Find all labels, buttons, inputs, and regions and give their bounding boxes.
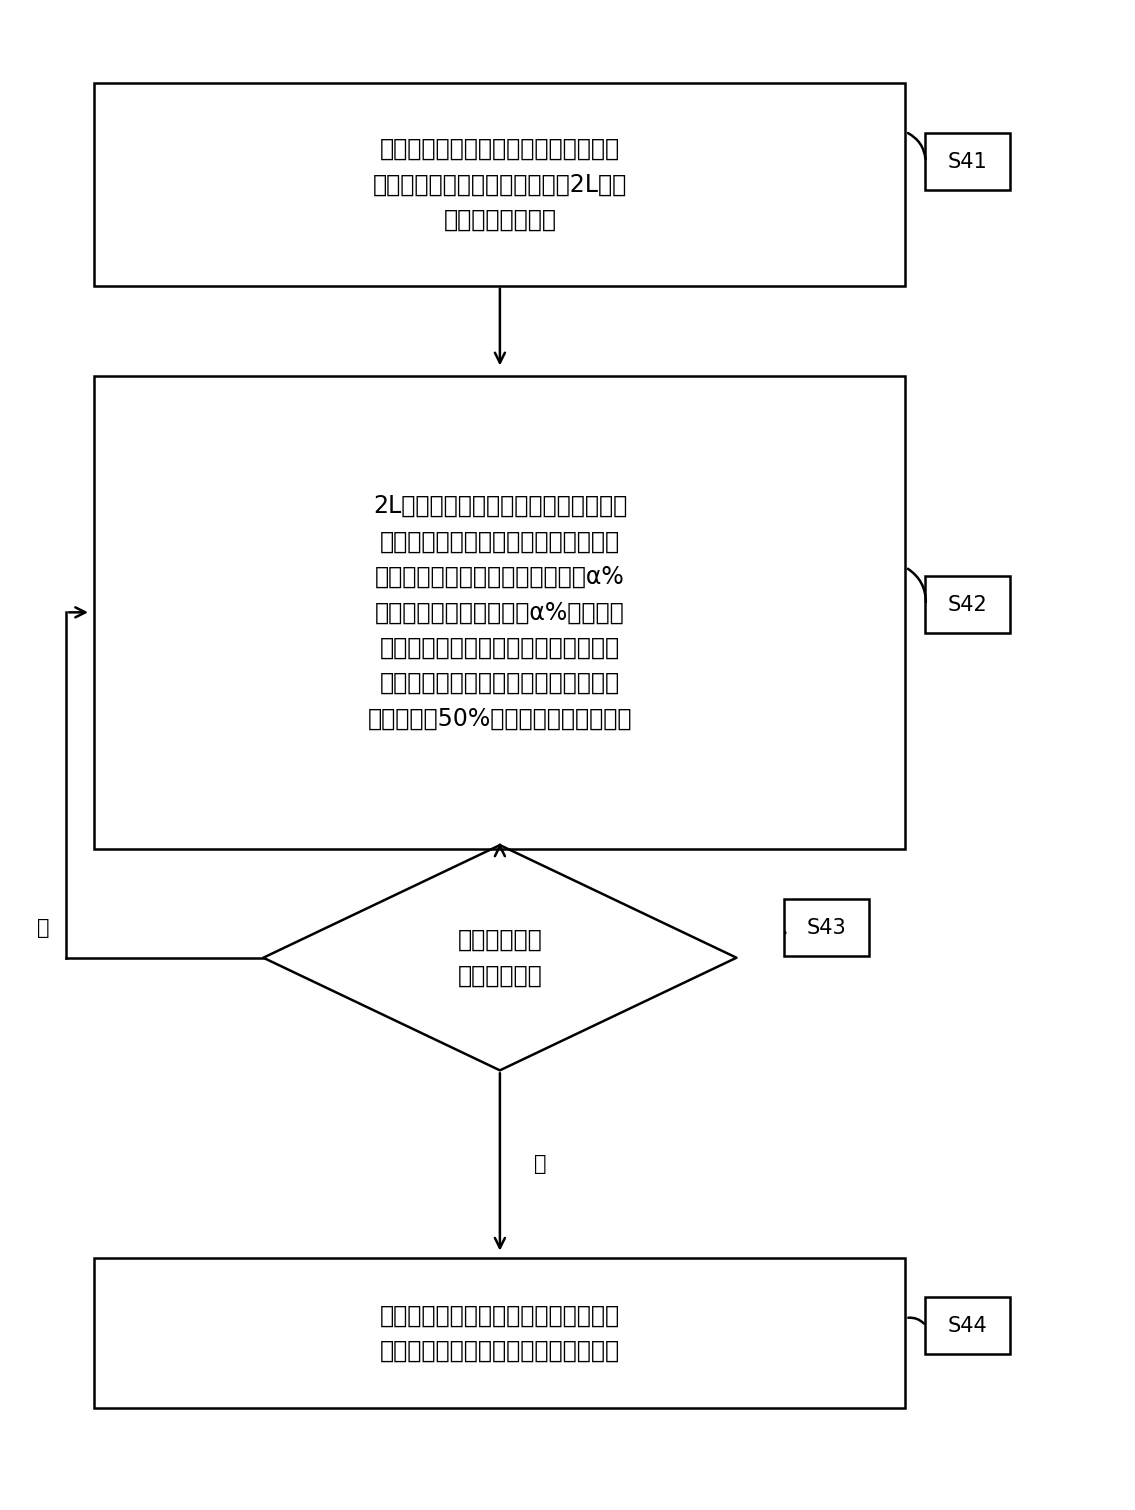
Text: 否: 否 bbox=[36, 918, 49, 938]
Text: 判断是否满足
预设终止条件: 判断是否满足 预设终止条件 bbox=[457, 929, 543, 988]
Polygon shape bbox=[263, 846, 737, 1071]
Bar bbox=[784, 898, 869, 956]
Text: S43: S43 bbox=[807, 918, 847, 938]
Bar bbox=[94, 1258, 906, 1409]
Text: S42: S42 bbox=[948, 595, 987, 615]
Bar bbox=[925, 133, 1010, 190]
Bar bbox=[925, 577, 1010, 633]
Text: 是: 是 bbox=[533, 1154, 546, 1175]
Text: 2L个膜内对象根据进化规则并行进化，
每个膜内的对象根据其对应的目标函数
值大小进行排序，将内层膜较小的α%
对象替换外层膜的较大的α%对象，直
到表层膜完成替: 2L个膜内对象根据进化规则并行进化， 每个膜内的对象根据其对应的目标函数 值大小… bbox=[368, 494, 632, 731]
Text: 初始化膜的数目、对象集的大小、每个
对象的规模及最大迭代次数，对2L个膜
内的对象随机赋值: 初始化膜的数目、对象集的大小、每个 对象的规模及最大迭代次数，对2L个膜 内的对… bbox=[372, 137, 627, 231]
Bar bbox=[94, 83, 906, 285]
Bar bbox=[925, 1297, 1010, 1354]
Text: 在表层膜中根据选择规则得到最优解，
输出到外部环境，得到阵元的最优位置: 在表层膜中根据选择规则得到最优解， 输出到外部环境，得到阵元的最优位置 bbox=[380, 1303, 620, 1364]
Text: S41: S41 bbox=[948, 153, 987, 172]
Text: S44: S44 bbox=[948, 1315, 987, 1336]
Bar bbox=[94, 376, 906, 849]
